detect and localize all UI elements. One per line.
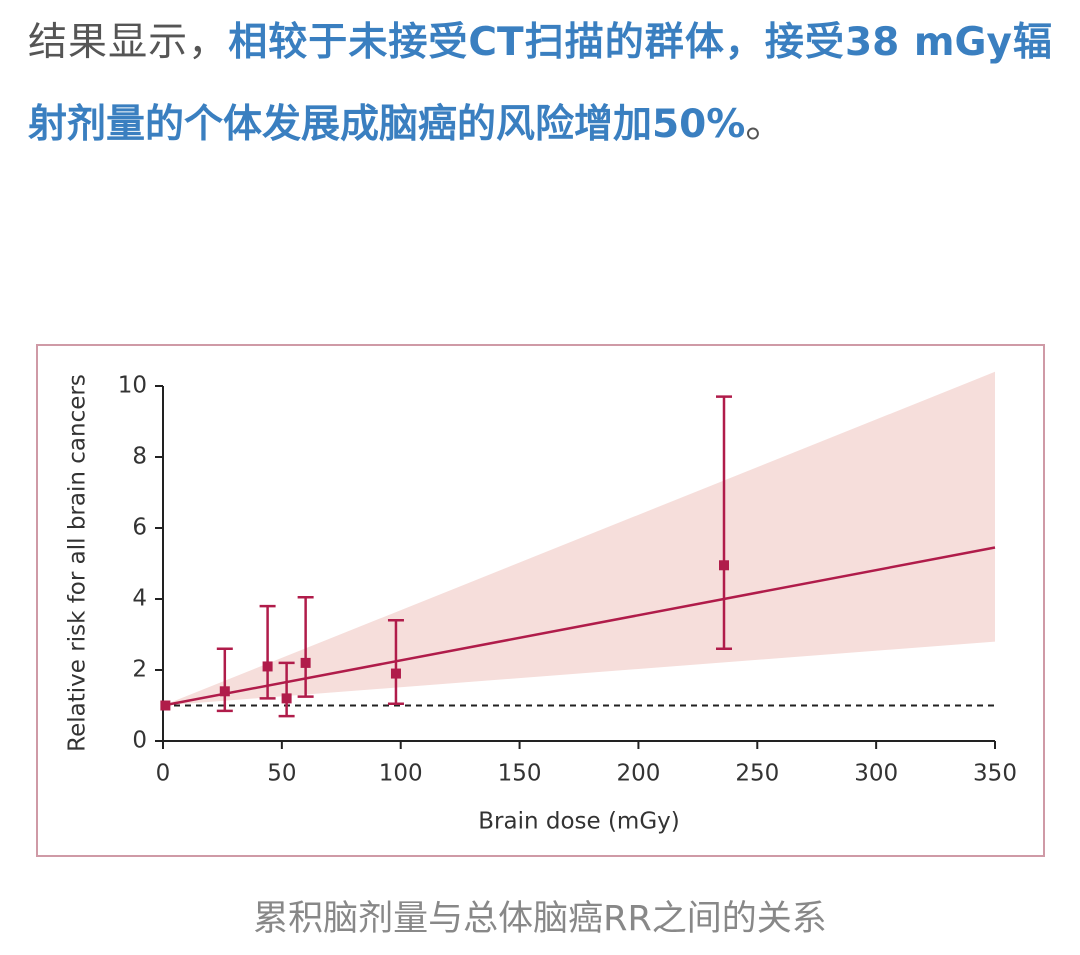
data-point: [160, 700, 171, 711]
x-tick-label: 150: [498, 761, 542, 787]
error-bar: [387, 619, 404, 705]
y-tick-label: 4: [132, 586, 147, 612]
caption: 累积脑剂量与总体脑癌RR之间的关系: [253, 899, 827, 939]
x-axis-label: Brain dose (mGy): [478, 809, 680, 835]
error-bar: [259, 604, 276, 700]
x-tick-label: 300: [854, 761, 898, 787]
y-tick-label: 0: [132, 728, 147, 754]
lead-text: 结果显示，: [28, 20, 229, 65]
chart-frame: [36, 344, 1045, 857]
y-tick-label: 2: [132, 657, 147, 683]
error-bar: [716, 395, 733, 650]
confidence-band: [163, 371, 995, 706]
data-point: [262, 661, 273, 672]
error-bar: [297, 595, 314, 698]
y-tick-label: 10: [118, 373, 147, 399]
highlight-text: 相较于未接受CT扫描的群体，接受38 mGy辐射剂量的个体发展成脑癌的风险增加5…: [28, 20, 1052, 147]
data-point: [219, 686, 230, 697]
x-tick-label: 250: [735, 761, 779, 787]
fit-line: [162, 546, 996, 707]
x-tick-label: 0: [156, 761, 171, 787]
x-tick-label: 50: [267, 761, 296, 787]
y-tick-label: 8: [132, 444, 147, 470]
data-point: [281, 693, 292, 704]
y-axis-label: Relative risk for all brain cancers: [65, 374, 91, 752]
y-tick-label: 6: [132, 515, 147, 541]
x-tick-label: 350: [973, 761, 1017, 787]
tail-text: 。: [745, 102, 785, 147]
data-point: [300, 657, 311, 668]
paragraph: 结果显示，相较于未接受CT扫描的群体，接受38 mGy辐射剂量的个体发展成脑癌的…: [28, 2, 1052, 166]
error-bar: [278, 661, 295, 718]
x-tick-label: 200: [616, 761, 660, 787]
x-tick-label: 100: [379, 761, 423, 787]
data-point: [390, 668, 401, 679]
data-point: [719, 560, 730, 571]
error-bar: [216, 647, 233, 713]
